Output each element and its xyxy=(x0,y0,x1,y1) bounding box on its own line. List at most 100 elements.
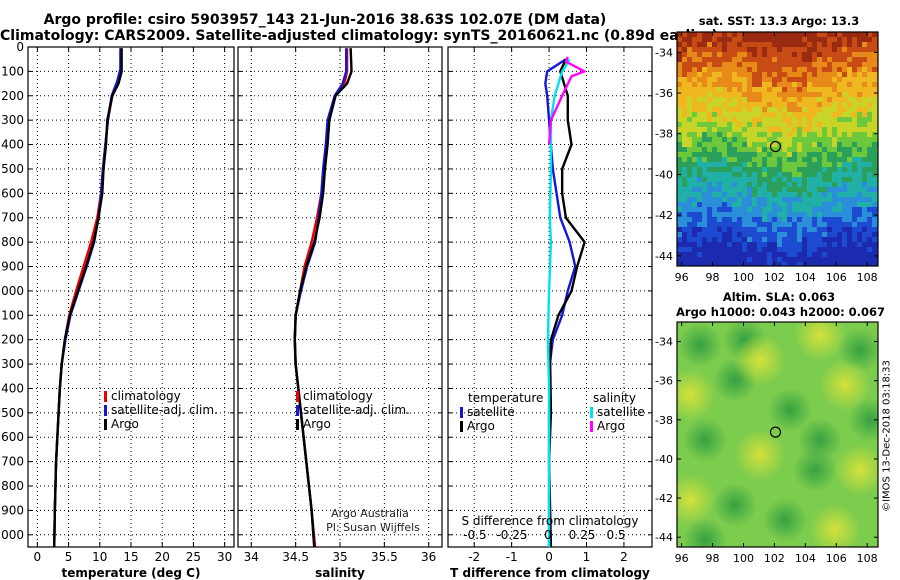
sst-cell xyxy=(717,72,722,77)
y-tick-label: 100 xyxy=(1,64,24,78)
sst-cell xyxy=(697,37,702,42)
sst-cell xyxy=(857,57,862,62)
sst-cell xyxy=(722,177,727,182)
sst-cell xyxy=(777,127,782,132)
sst-cell xyxy=(792,47,797,52)
sst-cell xyxy=(747,237,752,242)
sst-cell xyxy=(707,192,712,197)
sst-cell xyxy=(842,257,847,262)
sst-cell xyxy=(767,157,772,162)
top-tick-label: 0.25 xyxy=(569,528,596,542)
sst-cell xyxy=(762,202,767,207)
sst-cell xyxy=(832,192,837,197)
sst-cell xyxy=(797,42,802,47)
sst-cell xyxy=(707,237,712,242)
sst-cell xyxy=(712,137,717,142)
lat-tick-label: -40 xyxy=(655,453,673,466)
sst-cell xyxy=(782,42,787,47)
sst-cell xyxy=(732,167,737,172)
sst-cell xyxy=(807,187,812,192)
sst-cell xyxy=(842,217,847,222)
sst-cell xyxy=(722,222,727,227)
sst-cell xyxy=(812,222,817,227)
sst-cell xyxy=(812,127,817,132)
sst-cell xyxy=(677,127,682,132)
sst-cell xyxy=(742,132,747,137)
sst-cell xyxy=(827,117,832,122)
sst-cell xyxy=(687,87,692,92)
lat-tick-label: -34 xyxy=(655,336,673,349)
legend-entry: Argo xyxy=(467,419,495,433)
sst-cell xyxy=(777,242,782,247)
sst-cell xyxy=(857,232,862,237)
sst-cell xyxy=(862,67,867,72)
sst-cell xyxy=(857,217,862,222)
sst-cell xyxy=(862,177,867,182)
sst-cell xyxy=(757,157,762,162)
sst-cell xyxy=(817,137,822,142)
sst-cell xyxy=(777,137,782,142)
sst-cell xyxy=(727,117,732,122)
sst-cell xyxy=(772,92,777,97)
sst-cell xyxy=(797,127,802,132)
sst-cell xyxy=(712,152,717,157)
sst-cell xyxy=(857,212,862,217)
sst-cell xyxy=(687,177,692,182)
sst-cell xyxy=(752,52,757,57)
sst-cell xyxy=(822,162,827,167)
sst-cell xyxy=(717,187,722,192)
sst-cell xyxy=(722,262,727,266)
sst-cell xyxy=(817,62,822,67)
sst-cell xyxy=(682,127,687,132)
sst-cell xyxy=(702,77,707,82)
sst-cell xyxy=(822,172,827,177)
sst-cell xyxy=(707,107,712,112)
sst-cell xyxy=(717,97,722,102)
sst-cell xyxy=(707,132,712,137)
sst-cell xyxy=(842,242,847,247)
lon-tick-label: 104 xyxy=(795,271,816,284)
sst-cell xyxy=(862,97,867,102)
sst-cell xyxy=(842,252,847,257)
sst-cell xyxy=(727,227,732,232)
sst-cell xyxy=(682,132,687,137)
sst-cell xyxy=(687,122,692,127)
sst-cell xyxy=(687,132,692,137)
sst-cell xyxy=(747,212,752,217)
sst-cell xyxy=(862,102,867,107)
sst-cell xyxy=(812,107,817,112)
sst-cell xyxy=(747,167,752,172)
sst-cell xyxy=(722,42,727,47)
sst-cell xyxy=(727,167,732,172)
sst-cell xyxy=(852,57,857,62)
sst-cell xyxy=(732,67,737,72)
sst-cell xyxy=(787,232,792,237)
sst-cell xyxy=(867,142,872,147)
sst-cell xyxy=(687,32,692,37)
sst-cell xyxy=(717,137,722,142)
sst-cell xyxy=(782,57,787,62)
sst-cell xyxy=(722,97,727,102)
sst-cell xyxy=(792,252,797,257)
sst-cell xyxy=(747,112,752,117)
sst-cell xyxy=(732,42,737,47)
sst-cell xyxy=(747,242,752,247)
sst-cell xyxy=(682,182,687,187)
sst-cell xyxy=(817,192,822,197)
sst-cell xyxy=(842,262,847,266)
sst-cell xyxy=(722,77,727,82)
sst-cell xyxy=(837,172,842,177)
sst-cell xyxy=(777,122,782,127)
sst-cell xyxy=(832,42,837,47)
sst-cell xyxy=(807,107,812,112)
sla-low-blob xyxy=(798,418,842,462)
sst-cell xyxy=(822,132,827,137)
sst-cell xyxy=(677,72,682,77)
sst-cell xyxy=(807,72,812,77)
sst-cell xyxy=(867,47,872,52)
sst-cell xyxy=(867,242,872,247)
sst-cell xyxy=(832,152,837,157)
sst-cell xyxy=(757,187,762,192)
sst-cell xyxy=(837,252,842,257)
x-tick-label: 36 xyxy=(421,550,436,564)
